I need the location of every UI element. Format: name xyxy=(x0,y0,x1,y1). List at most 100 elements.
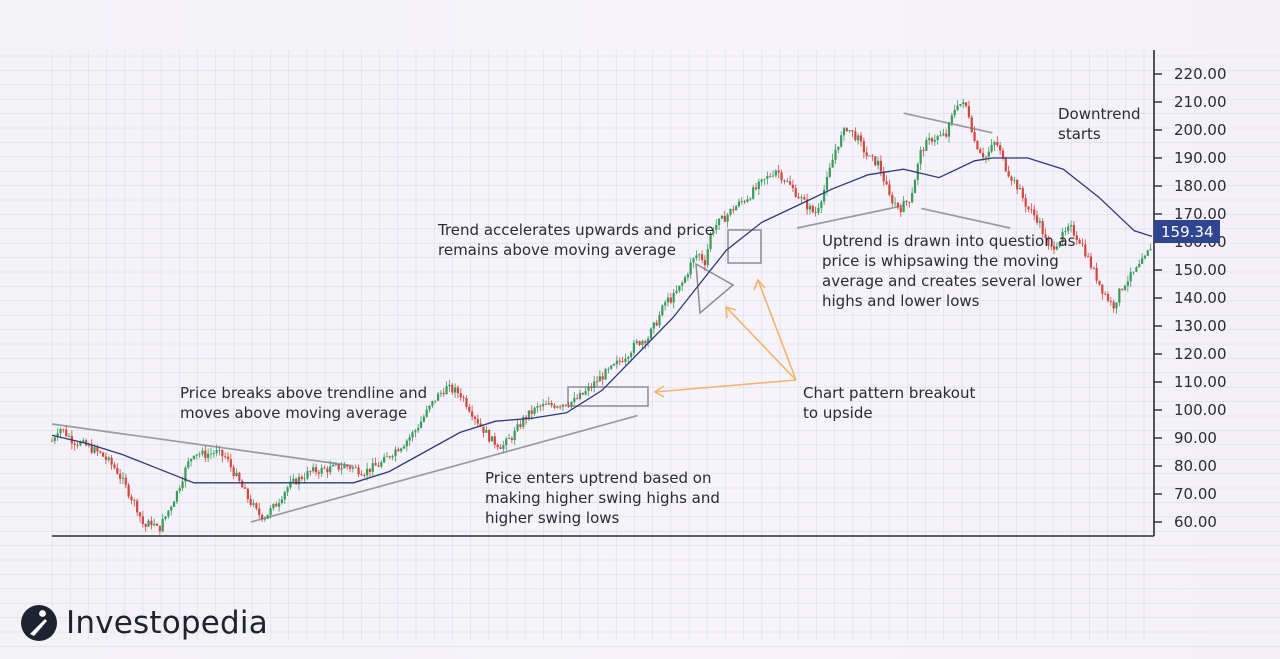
candle-body xyxy=(896,202,900,208)
candle-body xyxy=(533,407,536,414)
candle-body xyxy=(928,138,931,141)
candle-body xyxy=(621,361,624,363)
candle-body xyxy=(116,467,119,474)
candle-body xyxy=(942,133,945,136)
candle-body xyxy=(73,443,76,445)
candle-body xyxy=(292,478,295,482)
last-price-badge xyxy=(1154,220,1220,243)
candle-body xyxy=(1041,221,1044,235)
candle-body xyxy=(732,209,735,211)
investopedia-logo[interactable]: Investopedia xyxy=(20,603,268,643)
triangle-pattern xyxy=(695,262,735,315)
candle-body xyxy=(842,128,846,136)
candle-body xyxy=(266,514,269,519)
candle-body xyxy=(519,424,522,427)
candle-body xyxy=(700,254,704,261)
flag-box xyxy=(727,229,762,264)
annotation-line: remains above moving average xyxy=(438,241,676,259)
candle-body xyxy=(930,138,934,142)
candle-body xyxy=(973,132,976,141)
candle-body xyxy=(453,387,457,393)
candle-body xyxy=(706,249,709,266)
candle-body xyxy=(964,102,968,107)
candle-body xyxy=(448,384,451,387)
trendline-flag-bottom xyxy=(796,204,904,229)
candle-body xyxy=(275,503,278,507)
y-tick-label: 140.00 xyxy=(1174,289,1227,307)
candle-body xyxy=(215,450,218,454)
y-tick-label: 150.00 xyxy=(1174,261,1227,279)
candle-body xyxy=(425,409,428,417)
candle-body xyxy=(187,461,190,468)
candle-body xyxy=(161,519,164,532)
candle-body xyxy=(1106,293,1110,301)
candle-body xyxy=(678,285,681,291)
candle-body xyxy=(468,406,471,412)
candle-body xyxy=(817,207,820,213)
candle-body xyxy=(365,468,369,476)
arrow-line xyxy=(725,306,797,381)
candle-body xyxy=(584,390,587,395)
candle-body xyxy=(326,468,329,473)
candle-body xyxy=(664,302,667,306)
candle-body xyxy=(229,459,232,468)
candle-body xyxy=(791,184,795,189)
candle-body xyxy=(383,456,386,463)
candle-body xyxy=(241,480,244,488)
candle-body xyxy=(627,356,630,359)
candle-body xyxy=(385,456,389,458)
candle-body xyxy=(147,520,150,527)
candle-body xyxy=(933,139,936,142)
candle-body xyxy=(888,184,891,196)
candle-body xyxy=(698,254,701,256)
candle-body xyxy=(121,477,125,479)
arrow-head xyxy=(753,278,766,291)
candle-body xyxy=(720,215,724,219)
candle-body xyxy=(984,156,988,158)
candle-body xyxy=(851,130,854,132)
candle-body xyxy=(868,155,871,157)
candle-body xyxy=(1098,280,1101,285)
candle-body xyxy=(496,444,499,448)
candle-body xyxy=(857,135,860,141)
candle-body xyxy=(451,384,454,393)
candle-body xyxy=(632,342,636,353)
candle-body xyxy=(987,151,990,157)
candle-body xyxy=(476,418,479,424)
y-tick-label: 220.00 xyxy=(1174,65,1227,83)
candle-body xyxy=(581,392,584,395)
candle-body xyxy=(374,463,377,466)
candle-body xyxy=(607,368,610,370)
candle-body xyxy=(391,455,394,458)
candle-body xyxy=(908,201,911,203)
candle-body xyxy=(1095,267,1098,281)
candle-body xyxy=(695,255,698,259)
y-tick-label: 90.00 xyxy=(1174,429,1217,447)
candle-body xyxy=(530,410,533,414)
candle-body xyxy=(780,172,783,181)
candle-body xyxy=(303,478,306,480)
candle-body xyxy=(1030,209,1033,211)
candle-body xyxy=(312,467,315,472)
chart-grid xyxy=(0,50,1280,647)
candle-body xyxy=(306,471,309,479)
candle-body xyxy=(513,430,516,441)
candle-body xyxy=(573,397,576,402)
candle-body xyxy=(746,199,749,202)
candle-body xyxy=(1004,157,1007,172)
arrow-head xyxy=(653,385,665,398)
candle-body xyxy=(652,322,655,329)
candle-body xyxy=(788,181,792,185)
candle-body xyxy=(204,450,207,459)
annotation-line: highs and lower lows xyxy=(822,292,980,310)
candle-body xyxy=(737,201,741,207)
candle-body xyxy=(544,404,548,405)
candle-body xyxy=(337,464,340,470)
candle-body xyxy=(675,290,678,294)
candle-body xyxy=(604,369,607,380)
candle-body xyxy=(1055,246,1059,250)
candle-body xyxy=(1021,188,1024,199)
candle-body xyxy=(354,467,357,469)
candle-body xyxy=(62,428,65,430)
y-tick-label: 70.00 xyxy=(1174,485,1217,503)
